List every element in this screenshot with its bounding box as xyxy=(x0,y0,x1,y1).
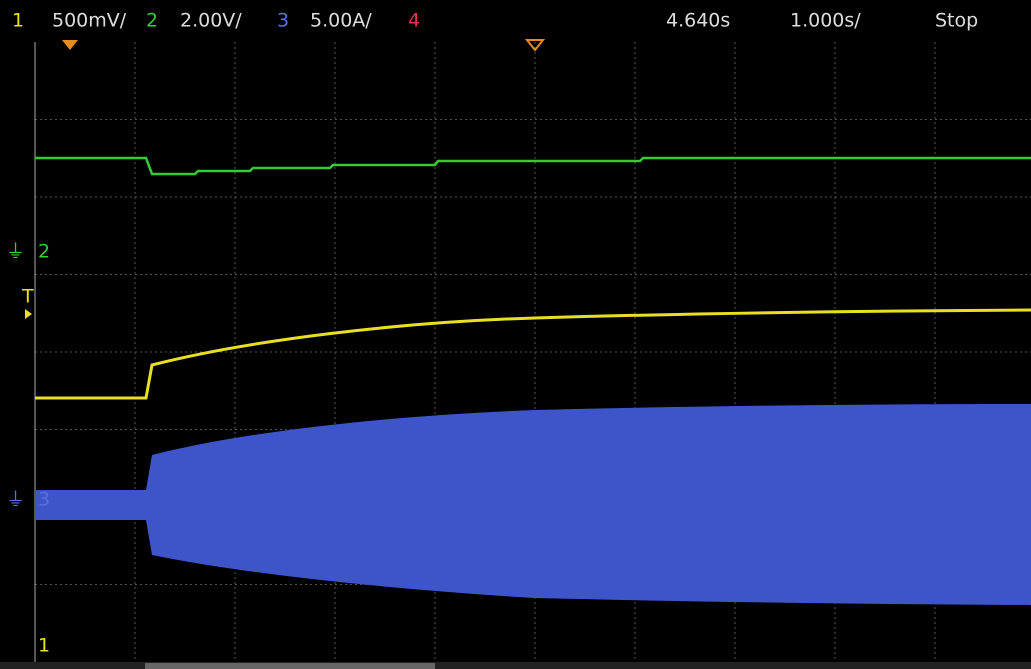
run-status: Stop xyxy=(935,10,978,32)
timebase: 1.000s/ xyxy=(790,10,861,32)
ch2-ground-marker: ⏚ xyxy=(6,241,25,263)
ch1-scale: 500mV/ xyxy=(52,10,127,32)
ch3-label: 3 xyxy=(277,10,289,32)
scope-screen: 1 500mV/ 2 2.00V/ 3 5.00A/ 4 4.640s 1.00… xyxy=(0,0,1031,669)
ch3-scale: 5.00A/ xyxy=(310,10,372,32)
ch3-ground-marker: ⏚ xyxy=(6,489,25,511)
scroll-bar xyxy=(145,663,435,669)
ch2-label: 2 xyxy=(146,10,158,32)
ch2-marker: 2 xyxy=(38,241,50,263)
ch3-marker: 3 xyxy=(38,489,50,511)
ch2-scale: 2.00V/ xyxy=(180,10,242,32)
trigger-marker: T xyxy=(21,286,34,308)
delay: 4.640s xyxy=(666,10,730,32)
ch1-marker: 1 xyxy=(38,635,50,657)
ch1-label: 1 xyxy=(12,10,24,32)
ch4-label: 4 xyxy=(408,10,420,32)
